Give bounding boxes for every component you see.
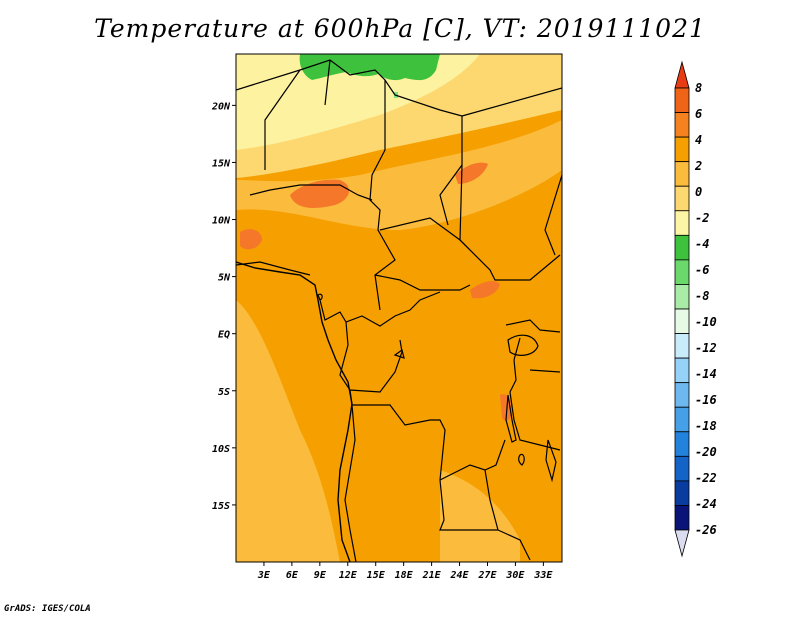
- lon-label-18E: 18E: [395, 570, 414, 581]
- lon-label-6E: 6E: [286, 570, 299, 581]
- colorbar-label: 0: [695, 185, 702, 199]
- temperature-field: [236, 54, 562, 562]
- lat-label-EQ: EQ: [218, 330, 230, 341]
- lake-victoria: [507, 334, 539, 356]
- border-14: [505, 319, 561, 333]
- colorbar-label: -8: [695, 289, 709, 303]
- lat-label-5N: 5N: [218, 273, 231, 284]
- border-20: [439, 164, 463, 226]
- colorbar: 8 6 4 2 0 -2 -4 -6 -8 -10 -12 -14 -16 -18 -20 -22 -24 -26: [674, 60, 717, 558]
- colorbar-segment: [674, 505, 690, 531]
- lon-label-21E: 21E: [422, 570, 442, 581]
- field-warm-patch-1: [290, 179, 350, 208]
- colorbar-segment: [674, 185, 690, 212]
- colorbar-label: 6: [695, 107, 702, 121]
- lon-label-27E: 27E: [477, 570, 497, 581]
- colorbar-segment: [674, 406, 690, 433]
- colorbar-label: 8: [695, 81, 702, 95]
- colorbar-segment: [674, 284, 690, 310]
- colorbar-segment: [674, 333, 690, 359]
- lat-label-10N: 10N: [212, 216, 231, 227]
- lon-axis: 3E 6E 9E 12E 15E 18E 21E 24E 27E 30E 33E: [257, 562, 553, 581]
- colorbar-segment: [674, 308, 690, 334]
- border-2: [264, 59, 331, 170]
- lon-label-15E: 15E: [367, 570, 386, 581]
- colorbar-top-arrow: [674, 60, 690, 89]
- colorbar-segment: [674, 259, 690, 285]
- lake-small-3: [317, 293, 323, 301]
- lon-label-9E: 9E: [314, 570, 327, 581]
- colorbar-segment: [674, 161, 690, 187]
- colorbar-segment: [674, 87, 690, 113]
- border-8: [374, 274, 471, 291]
- border-4: [369, 80, 396, 311]
- border-9: [319, 291, 441, 327]
- lat-label-15N: 15N: [212, 158, 231, 169]
- colorbar-label: -14: [695, 367, 717, 381]
- colorbar-segment: [674, 112, 690, 138]
- lon-label-24E: 24E: [450, 570, 470, 581]
- lake-small-2: [393, 348, 405, 359]
- colorbar-label: -2: [695, 211, 709, 225]
- map-frame: [235, 53, 563, 563]
- colorbar-label: -22: [695, 471, 717, 485]
- colorbar-label: -12: [695, 341, 717, 355]
- colorbar-label: -24: [695, 497, 717, 511]
- country-borders: [236, 59, 562, 562]
- colorbar-segment: [674, 431, 690, 457]
- field-light-southwest: [236, 300, 340, 562]
- border-5: [249, 184, 373, 201]
- lat-label-5S: 5S: [218, 387, 230, 398]
- colorbar-bottom-arrow: [674, 529, 690, 558]
- lon-label-3E: 3E: [257, 570, 271, 581]
- colorbar-label: -10: [695, 315, 717, 329]
- colorbar-label: -20: [695, 445, 717, 459]
- lake-malawi: [545, 439, 557, 483]
- field-light-south: [440, 470, 520, 562]
- colorbar-label: -4: [695, 237, 709, 251]
- field-warm-patch-2: [240, 229, 262, 250]
- border-19: [544, 174, 562, 256]
- colorbar-label: -18: [695, 419, 717, 433]
- field-warm-patch-3: [470, 281, 500, 299]
- colorbar-segment: [674, 234, 690, 261]
- colorbar-label: -6: [695, 263, 709, 277]
- credit-text: GrADS: IGES/COLA: [4, 604, 91, 614]
- colorbar-label: -16: [695, 393, 717, 407]
- field-cold-patch: [299, 54, 440, 81]
- border-7: [379, 217, 561, 281]
- coastline: [236, 261, 353, 562]
- border-1: [236, 59, 471, 251]
- colorbar-label: -26: [695, 523, 717, 537]
- colorbar-label: 2: [694, 159, 702, 173]
- border-18: [529, 369, 561, 373]
- border-15: [509, 337, 521, 393]
- map-title: Temperature at 600hPa [C], VT: 201911102…: [94, 14, 706, 43]
- lat-label-15S: 15S: [212, 501, 230, 512]
- colorbar-segment: [674, 210, 690, 236]
- lake-small-1: [518, 453, 525, 466]
- colorbar-label: 4: [695, 133, 702, 147]
- field-warm-patch-4: [455, 162, 488, 184]
- colorbar-segment: [674, 357, 690, 384]
- colorbar-segment: [674, 455, 690, 482]
- lon-label-30E: 30E: [505, 570, 525, 581]
- border-10: [339, 321, 403, 393]
- lon-label-12E: 12E: [339, 570, 358, 581]
- colorbar-segment: [674, 480, 690, 506]
- lon-label-33E: 33E: [533, 570, 553, 581]
- colorbar-segment: [674, 382, 690, 408]
- border-3: [461, 87, 562, 117]
- colorbar-segment: [674, 136, 690, 163]
- border-6: [236, 261, 311, 276]
- lat-label-20N: 20N: [211, 101, 231, 112]
- lat-label-10S: 10S: [212, 444, 230, 455]
- border-16: [509, 391, 561, 451]
- border-12: [352, 404, 498, 531]
- border-17: [484, 469, 531, 561]
- lake-tanganyika: [505, 394, 517, 443]
- lat-axis: 20N 15N 10N 5N EQ 5S 10S 15S: [211, 101, 236, 512]
